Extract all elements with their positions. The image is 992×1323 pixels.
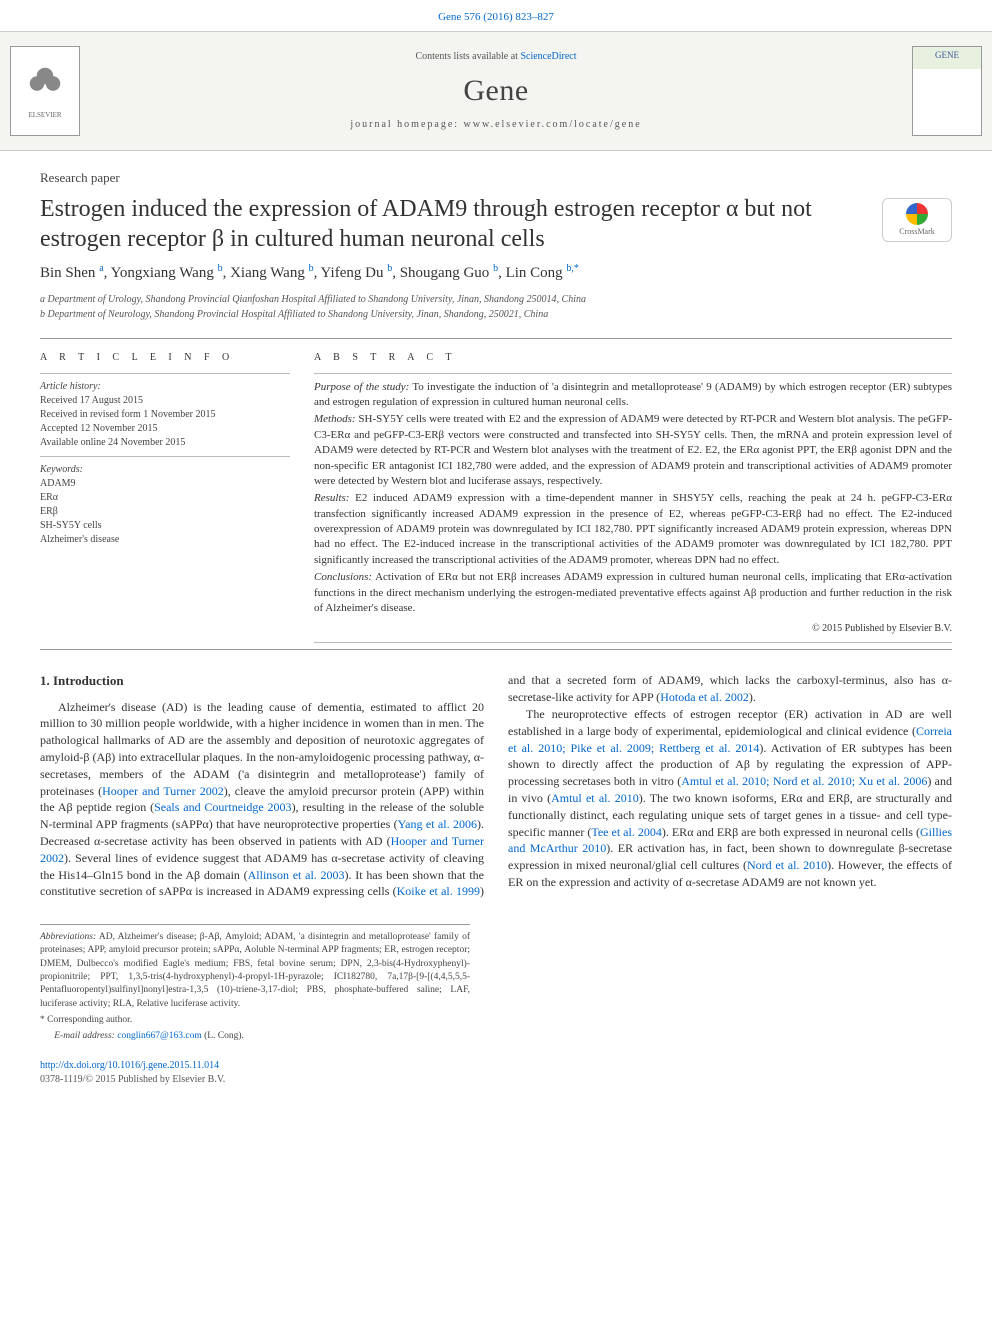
crossmark-badge[interactable]: CrossMark [882,198,952,242]
footnotes: Abbreviations: AD, Alzheimer's disease; … [40,924,470,1043]
article-title: Estrogen induced the expression of ADAM9… [0,194,992,262]
journal-homepage: journal homepage: www.elsevier.com/locat… [350,118,641,132]
keyword: ADAM9 [40,477,290,491]
corresponding-author: * Corresponding author. [40,1014,470,1027]
doi-block: http://dx.doi.org/10.1016/j.gene.2015.11… [0,1047,992,1107]
conclusions-label: Conclusions: [314,571,372,583]
history-line: Received in revised form 1 November 2015 [40,408,290,422]
abbreviations: Abbreviations: AD, Alzheimer's disease; … [40,931,470,1011]
citation-line: Gene 576 (2016) 823–827 [0,0,992,31]
abstract-column: A B S T R A C T Purpose of the study: To… [314,351,952,644]
affiliation-a: a Department of Urology, Shandong Provin… [40,292,952,307]
crossmark-icon [906,203,928,225]
ref-link[interactable]: Allinson et al. 2003 [248,868,345,882]
contents-line: Contents lists available at ScienceDirec… [415,50,576,64]
history-head: Article history: [40,380,290,394]
doi-link[interactable]: http://dx.doi.org/10.1016/j.gene.2015.11… [40,1060,219,1071]
email-label: E-mail address: [54,1031,117,1041]
ref-link[interactable]: Tee et al. 2004 [591,825,662,839]
history-line: Available online 24 November 2015 [40,436,290,450]
rule-bottom [40,649,952,650]
abstract-purpose: Purpose of the study: To investigate the… [314,380,952,411]
abbrev-label: Abbreviations: [40,932,96,942]
ref-link[interactable]: Koike et al. 1999 [397,884,480,898]
elsevier-logo: ELSEVIER [10,46,80,136]
cover-label: GENE [935,49,959,62]
abstract-conclusions: Conclusions: Activation of ERα but not E… [314,570,952,616]
sciencedirect-link[interactable]: ScienceDirect [520,51,576,62]
history-line: Received 17 August 2015 [40,394,290,408]
body-two-column: 1. Introduction Alzheimer's disease (AD)… [0,656,992,910]
ref-link[interactable]: Seals and Courtneidge 2003 [154,800,291,814]
citation-link[interactable]: Gene 576 (2016) 823–827 [438,11,554,23]
abstract-results: Results: E2 induced ADAM9 expression wit… [314,491,952,568]
publisher-logo-box: ELSEVIER [0,32,90,150]
info-rule-1 [40,373,290,374]
email-suffix: (L. Cong). [202,1031,244,1041]
keyword: ERα [40,491,290,505]
keyword: ERβ [40,505,290,519]
authors-line: Bin Shen a, Yongxiang Wang b, Xiang Wang… [0,262,992,292]
meta-abstract-row: A R T I C L E I N F O Article history: R… [0,345,992,644]
journal-cover-thumb: GENE [912,46,982,136]
article-type: Research paper [0,151,992,193]
email-line: E-mail address: conglin667@163.com (L. C… [40,1030,470,1043]
ref-link[interactable]: Hooper and Turner 2002 [102,784,224,798]
abstract-head: A B S T R A C T [314,351,952,365]
abstract-copyright: © 2015 Published by Elsevier B.V. [314,622,952,636]
ref-link[interactable]: Amtul et al. 2010 [551,791,639,805]
abbrev-text: AD, Alzheimer's disease; β-Aβ, Amyloid; … [40,932,470,1008]
p2e: ). ERα and ERβ are both expressed in neu… [662,825,920,839]
abs-rule [314,373,952,374]
ref-link[interactable]: Nord et al. 2010 [747,858,827,872]
journal-header-band: ELSEVIER Contents lists available at Sci… [0,31,992,151]
homepage-prefix: journal homepage: [350,119,463,130]
journal-name: Gene [463,70,528,112]
keywords-head: Keywords: [40,463,290,477]
article-info-head: A R T I C L E I N F O [40,351,290,365]
ref-link[interactable]: Hotoda et al. 2002 [660,690,749,704]
keyword: SH-SY5Y cells [40,519,290,533]
methods-label: Methods: [314,413,356,425]
abstract-methods: Methods: SH-SY5Y cells were treated with… [314,412,952,489]
keyword: Alzheimer's disease [40,533,290,547]
publisher-name: ELSEVIER [28,111,61,121]
ref-link[interactable]: Amtul et al. 2010; Nord et al. 2010; Xu … [681,774,927,788]
intro-heading: 1. Introduction [40,672,484,690]
cover-box: GENE [902,32,992,150]
results-label: Results: [314,492,349,504]
p1h: ). [749,690,756,704]
elsevier-tree-icon [25,61,65,111]
abs-rule-bottom [314,642,952,643]
purpose-text: To investigate the induction of 'a disin… [314,381,952,408]
history-line: Accepted 12 November 2015 [40,422,290,436]
homepage-url: www.elsevier.com/locate/gene [464,119,642,130]
crossmark-label: CrossMark [899,227,935,237]
affiliation-b: b Department of Neurology, Shandong Prov… [40,307,952,322]
ref-link[interactable]: Yang et al. 2006 [398,817,477,831]
contents-prefix: Contents lists available at [415,51,520,62]
conclusions-text: Activation of ERα but not ERβ increases … [314,571,952,614]
article-info-column: A R T I C L E I N F O Article history: R… [40,351,290,644]
intro-p2: The neuroprotective effects of estrogen … [508,706,952,891]
affiliations: a Department of Urology, Shandong Provin… [0,292,992,332]
title-text: Estrogen induced the expression of ADAM9… [40,196,812,252]
email-link[interactable]: conglin667@163.com [117,1031,201,1041]
p2a: The neuroprotective effects of estrogen … [508,707,952,738]
results-text: E2 induced ADAM9 expression with a time-… [314,492,952,566]
issn-line: 0378-1119/© 2015 Published by Elsevier B… [40,1074,225,1085]
methods-text: SH-SY5Y cells were treated with E2 and t… [314,413,952,487]
info-rule-2 [40,456,290,457]
purpose-label: Purpose of the study: [314,381,409,393]
header-center: Contents lists available at ScienceDirec… [90,32,902,150]
rule-top [40,338,952,339]
